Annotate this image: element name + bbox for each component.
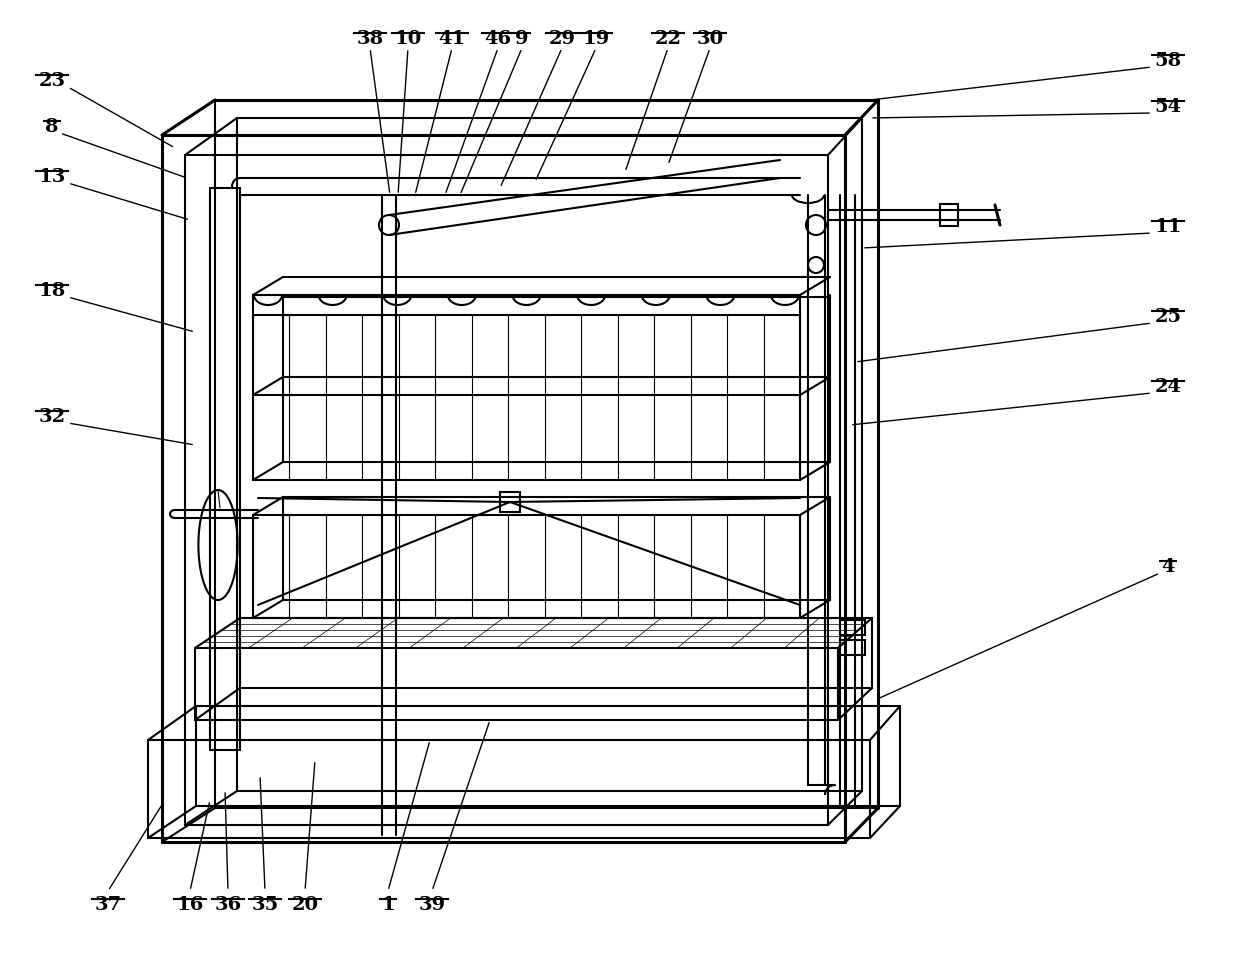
Text: 9: 9 [516, 30, 528, 48]
Text: 1: 1 [381, 896, 394, 914]
Circle shape [379, 215, 399, 235]
Bar [210, 188, 241, 750]
Text: 8: 8 [45, 118, 58, 136]
Text: 13: 13 [38, 168, 66, 186]
Text: 18: 18 [38, 282, 66, 300]
Text: 39: 39 [418, 896, 445, 914]
Bar [839, 640, 866, 655]
Text: 37: 37 [94, 896, 122, 914]
Text: 16: 16 [176, 896, 203, 914]
Text: 24: 24 [1154, 378, 1182, 396]
Text: 11: 11 [1154, 218, 1182, 236]
Text: 58: 58 [1154, 52, 1182, 70]
Circle shape [808, 257, 825, 273]
Bar [253, 295, 800, 315]
Text: 10: 10 [394, 30, 422, 48]
Text: 54: 54 [1154, 98, 1182, 116]
Text: 38: 38 [356, 30, 383, 48]
Text: 19: 19 [583, 30, 610, 48]
Text: 22: 22 [655, 30, 682, 48]
Text: 46: 46 [485, 30, 512, 48]
Text: 29: 29 [548, 30, 575, 48]
Text: 30: 30 [697, 30, 724, 48]
Text: 36: 36 [215, 896, 242, 914]
Text: 23: 23 [38, 72, 66, 90]
Bar [940, 204, 959, 226]
Text: 35: 35 [252, 896, 279, 914]
Circle shape [806, 215, 826, 235]
Text: 20: 20 [291, 896, 319, 914]
Bar [500, 492, 520, 512]
Text: 32: 32 [38, 408, 66, 426]
Bar [839, 620, 866, 635]
Text: 25: 25 [1154, 308, 1182, 326]
Text: 4: 4 [1161, 558, 1174, 576]
Text: 41: 41 [439, 30, 466, 48]
